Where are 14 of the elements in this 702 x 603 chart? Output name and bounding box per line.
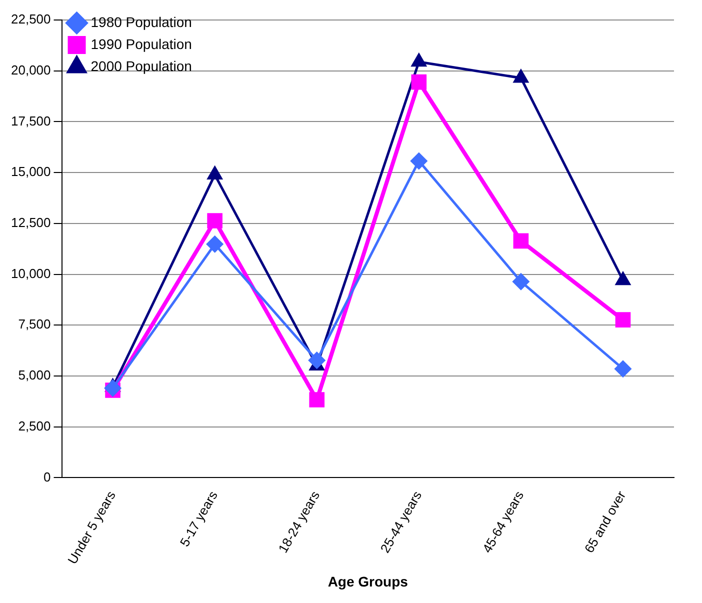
legend-label: 1980 Population (90, 14, 192, 30)
legend-label: 1990 Population (90, 36, 192, 52)
y-tick-label: 22,500 (10, 12, 51, 27)
y-tick-label: 20,000 (10, 62, 51, 78)
y-tick-label: 7,500 (18, 316, 51, 332)
y-tick-label: 2,500 (18, 418, 51, 434)
legend-label: 2000 Population (90, 58, 192, 74)
y-tick-label: 10,000 (10, 266, 51, 281)
y-tick-label: 17,500 (10, 113, 51, 128)
y-tick-label: 15,000 (10, 164, 51, 180)
x-axis-title: Age Groups (328, 573, 408, 590)
y-tick-label: 12,500 (10, 214, 51, 230)
y-tick-label: 0 (44, 469, 51, 484)
y-tick-label: 5,000 (18, 368, 51, 383)
